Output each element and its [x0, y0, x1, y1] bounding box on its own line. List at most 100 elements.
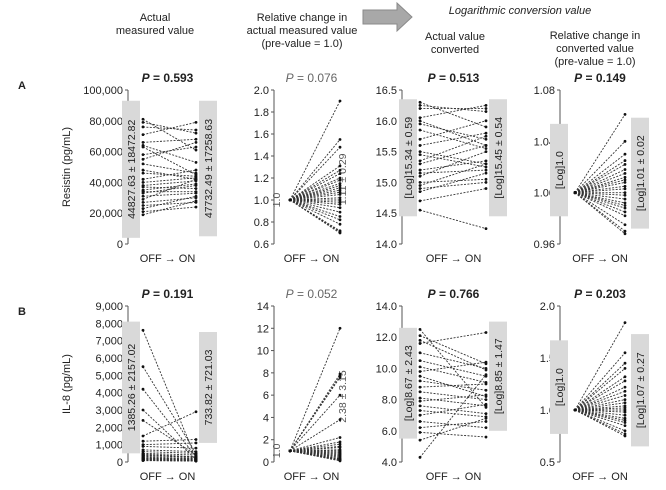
A1-point-off [141, 145, 145, 149]
A1-series-line [142, 138, 197, 143]
B1-series-line [142, 453, 197, 458]
A2-point-on [338, 168, 342, 172]
A3-point-on [484, 181, 488, 184]
B3-point-off [418, 359, 422, 362]
A2-point-on [338, 196, 342, 200]
A1-point-off [141, 207, 145, 210]
A3-point-on [484, 171, 488, 175]
A3-point-on [484, 162, 488, 166]
A3-point-on [484, 144, 488, 147]
A3-point-off [418, 181, 422, 184]
A2-point-on [338, 193, 342, 196]
B2-y-tick-label: 6 [263, 390, 269, 402]
A2-series-line [289, 177, 341, 201]
B3-point-off [418, 328, 422, 331]
A1-point-on [194, 194, 198, 198]
A1-point-on [194, 145, 198, 149]
A3-p-number: = 0.513 [436, 71, 480, 85]
A2-series-line [289, 199, 341, 225]
A4-y-tick-label: 1.00 [534, 188, 555, 200]
A3-summary-bar-left [399, 99, 417, 217]
B4-series-line [574, 386, 626, 411]
B3-point-off [418, 338, 422, 342]
A3-point-off [418, 122, 422, 126]
B1-point-off [141, 445, 145, 448]
A1-y-tick-label: 60,000 [89, 147, 123, 159]
B1-series-line [142, 366, 197, 454]
B2-point-on [338, 372, 342, 376]
A4-point-on [623, 191, 627, 195]
B1-summary-text-right: 733.82 ± 721.03 [203, 349, 215, 425]
A3-point-off [418, 100, 422, 104]
A1-point-on [194, 120, 198, 124]
A2-series-line [289, 179, 341, 201]
A1-y-label: Resistin (pg/mL) [61, 127, 73, 207]
B4-summary-bar-right [631, 334, 649, 447]
A1-point-on [194, 177, 198, 181]
A3-point-on [484, 125, 488, 129]
A2-series-line [289, 199, 341, 217]
A3-point-on [484, 131, 488, 135]
A2-point-on [338, 145, 342, 149]
B4-side-text-right: [Log]1.07 ± 0.27 [635, 352, 647, 428]
header-log-conversion: Logarithmic conversion value [448, 5, 592, 17]
B3-summary-bar-right [489, 321, 507, 431]
A4-series-line [574, 169, 626, 194]
B3-summary-text-right: [Log]8.85 ± 1.47 [493, 338, 505, 414]
A1-series-line [142, 201, 197, 206]
B4-point-on [623, 361, 627, 365]
A3-series-line [419, 120, 487, 140]
A1-point-off [141, 162, 145, 166]
B1-point-on [194, 410, 198, 414]
A1-point-on [194, 148, 198, 152]
B1-series-line [142, 449, 197, 453]
B3-point-off [418, 374, 422, 378]
A4-series-line [574, 192, 626, 232]
B2-series-line [289, 450, 341, 462]
A3-series-line [419, 132, 487, 146]
B3-point-off [418, 455, 422, 459]
A4-point-on [623, 139, 627, 143]
A1-summary-text-right: 47732.49 ± 17258.63 [203, 119, 215, 218]
A1-series-line [142, 169, 197, 180]
A4-point-on [623, 197, 627, 201]
B2-side-text-right: 2.38 ± 3.15 [337, 370, 349, 423]
B1-summary-bar-left [122, 321, 140, 454]
B3-series-line [419, 366, 487, 383]
A1-p-symbol: P [142, 71, 151, 85]
A3-point-off [418, 162, 422, 166]
B4-point-on [623, 434, 627, 438]
A1-point-off [141, 140, 145, 144]
B4-point-on [623, 379, 627, 383]
A2-point-off [288, 198, 292, 202]
A4-series-line [574, 192, 626, 217]
B1-summary-bar-right [199, 332, 217, 443]
B1-point-off [141, 439, 145, 443]
A3-y-tick-label: 14.0 [376, 239, 397, 251]
A1-series-line [142, 206, 197, 213]
A2-p-symbol: P [286, 71, 294, 85]
A4-point-on [623, 206, 627, 210]
A3-point-off [418, 174, 422, 178]
A3-series-line [419, 135, 487, 162]
B4-series-line [574, 362, 626, 411]
B1-series-line [142, 420, 197, 456]
row-label-a: A [18, 80, 26, 92]
B1-p-value: P = 0.191 [142, 287, 194, 301]
A3-point-on [484, 177, 488, 181]
B1-series-line [142, 460, 197, 462]
A2-y-tick-label: 1.8 [254, 107, 269, 119]
log-conversion-arrow [362, 1, 413, 33]
A2-series-line [289, 100, 341, 201]
A1-p-value: P = 0.593 [142, 71, 194, 85]
B4-series-line [574, 409, 626, 413]
A4-point-on [623, 204, 627, 207]
A4-point-on [623, 178, 627, 182]
B4-point-on [623, 419, 627, 422]
B2-y-tick-label: 4 [263, 412, 269, 424]
A3-point-off [418, 190, 422, 194]
B3-point-on [484, 398, 488, 401]
A2-p-value: P = 0.076 [286, 71, 338, 85]
A2-y-tick-label: 2.0 [254, 85, 269, 97]
A4-point-on [623, 159, 627, 162]
